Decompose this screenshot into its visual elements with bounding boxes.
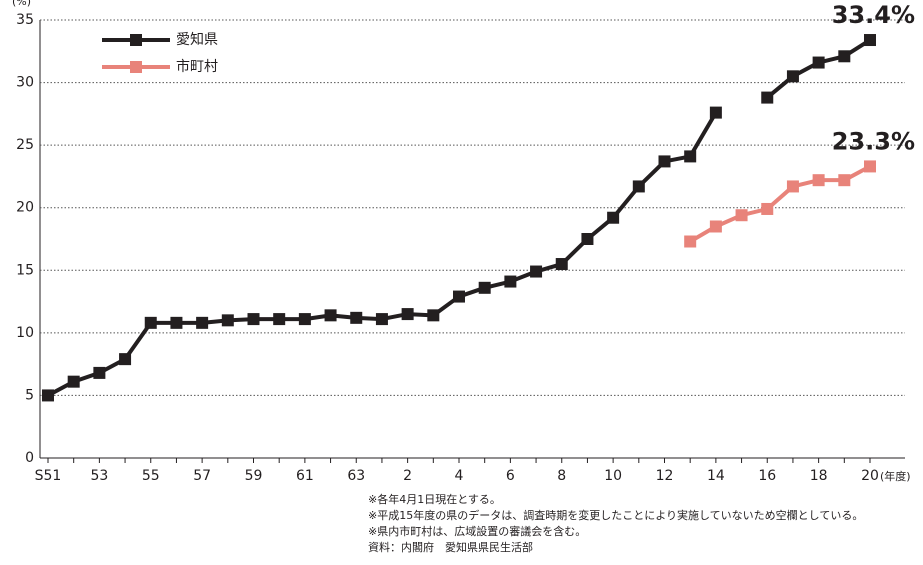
x-tick-label: 16 xyxy=(758,468,776,484)
x-tick-label: 18 xyxy=(810,468,828,484)
point xyxy=(864,34,876,47)
point xyxy=(298,313,311,326)
note: 資料：内閣府 愛知県県民生活部 xyxy=(368,540,533,554)
note: ※平成15年度の県のデータは、調査時期を変更したことにより実施していないため空欄… xyxy=(368,508,863,522)
y-tick-label: 15 xyxy=(16,262,34,278)
point xyxy=(709,106,722,119)
point xyxy=(684,235,697,248)
point xyxy=(273,313,286,326)
point xyxy=(864,160,876,173)
x-tick-label: 63 xyxy=(347,468,365,484)
y-tick-label: 35 xyxy=(16,12,34,28)
point xyxy=(812,174,825,187)
x-tick-label: 20 xyxy=(861,468,879,484)
y-tick-label: 0 xyxy=(25,450,34,466)
legend-label: 愛知県 xyxy=(176,31,218,48)
x-tick-label: 8 xyxy=(557,468,566,484)
legend-label: 市町村 xyxy=(176,58,218,75)
point xyxy=(144,316,157,329)
y-tick-label: 25 xyxy=(16,137,34,153)
x-tick-label: 59 xyxy=(245,468,263,484)
series-line xyxy=(765,38,872,100)
point xyxy=(196,316,209,329)
point xyxy=(607,211,620,224)
point xyxy=(478,281,491,294)
point xyxy=(658,155,671,168)
point xyxy=(555,258,568,271)
point xyxy=(427,309,440,322)
x-tick-label: 61 xyxy=(296,468,314,484)
point xyxy=(247,313,260,326)
point xyxy=(786,180,799,193)
x-unit: (年度) xyxy=(880,469,911,483)
value-label: 23.3% xyxy=(832,127,915,155)
point xyxy=(709,220,722,233)
point xyxy=(119,353,132,366)
point xyxy=(761,91,774,104)
y-tick-label: 20 xyxy=(16,200,34,216)
x-tick-label: 12 xyxy=(656,468,674,484)
point xyxy=(375,313,388,326)
point xyxy=(761,202,774,215)
legend-marker xyxy=(130,61,142,73)
legend-marker xyxy=(130,34,142,46)
point xyxy=(93,366,106,379)
x-tick-label: 57 xyxy=(193,468,211,484)
x-tick-label: 4 xyxy=(455,468,464,484)
point xyxy=(401,308,414,321)
point xyxy=(453,290,465,303)
point xyxy=(786,70,799,83)
note: ※県内市町村は、広域設置の審議会を含む。 xyxy=(368,524,586,538)
point xyxy=(684,150,697,163)
point xyxy=(632,180,645,193)
point xyxy=(838,174,851,187)
x-tick-label: 6 xyxy=(506,468,515,484)
point xyxy=(838,50,851,63)
x-tick-label: 2 xyxy=(403,468,412,484)
y-tick-label: 5 xyxy=(25,387,34,403)
point xyxy=(350,311,363,324)
y-unit: (%) xyxy=(12,0,31,8)
point xyxy=(530,265,543,278)
point xyxy=(324,309,337,322)
point xyxy=(812,56,825,69)
y-tick-label: 10 xyxy=(16,325,34,341)
x-tick-label: 10 xyxy=(604,468,622,484)
y-tick-label: 30 xyxy=(16,75,34,91)
point xyxy=(504,275,517,288)
value-label: 33.4% xyxy=(832,1,915,29)
point xyxy=(67,375,80,388)
x-tick-label: 14 xyxy=(707,468,725,484)
point xyxy=(581,233,594,245)
series-line xyxy=(47,111,718,398)
x-tick-label: 55 xyxy=(142,468,160,484)
point xyxy=(735,209,748,222)
point xyxy=(42,389,54,402)
point xyxy=(170,316,183,329)
note: ※各年4月1日現在とする。 xyxy=(368,492,501,506)
point xyxy=(221,314,234,327)
x-tick-label: S51 xyxy=(35,468,62,484)
x-tick-label: 53 xyxy=(90,468,108,484)
